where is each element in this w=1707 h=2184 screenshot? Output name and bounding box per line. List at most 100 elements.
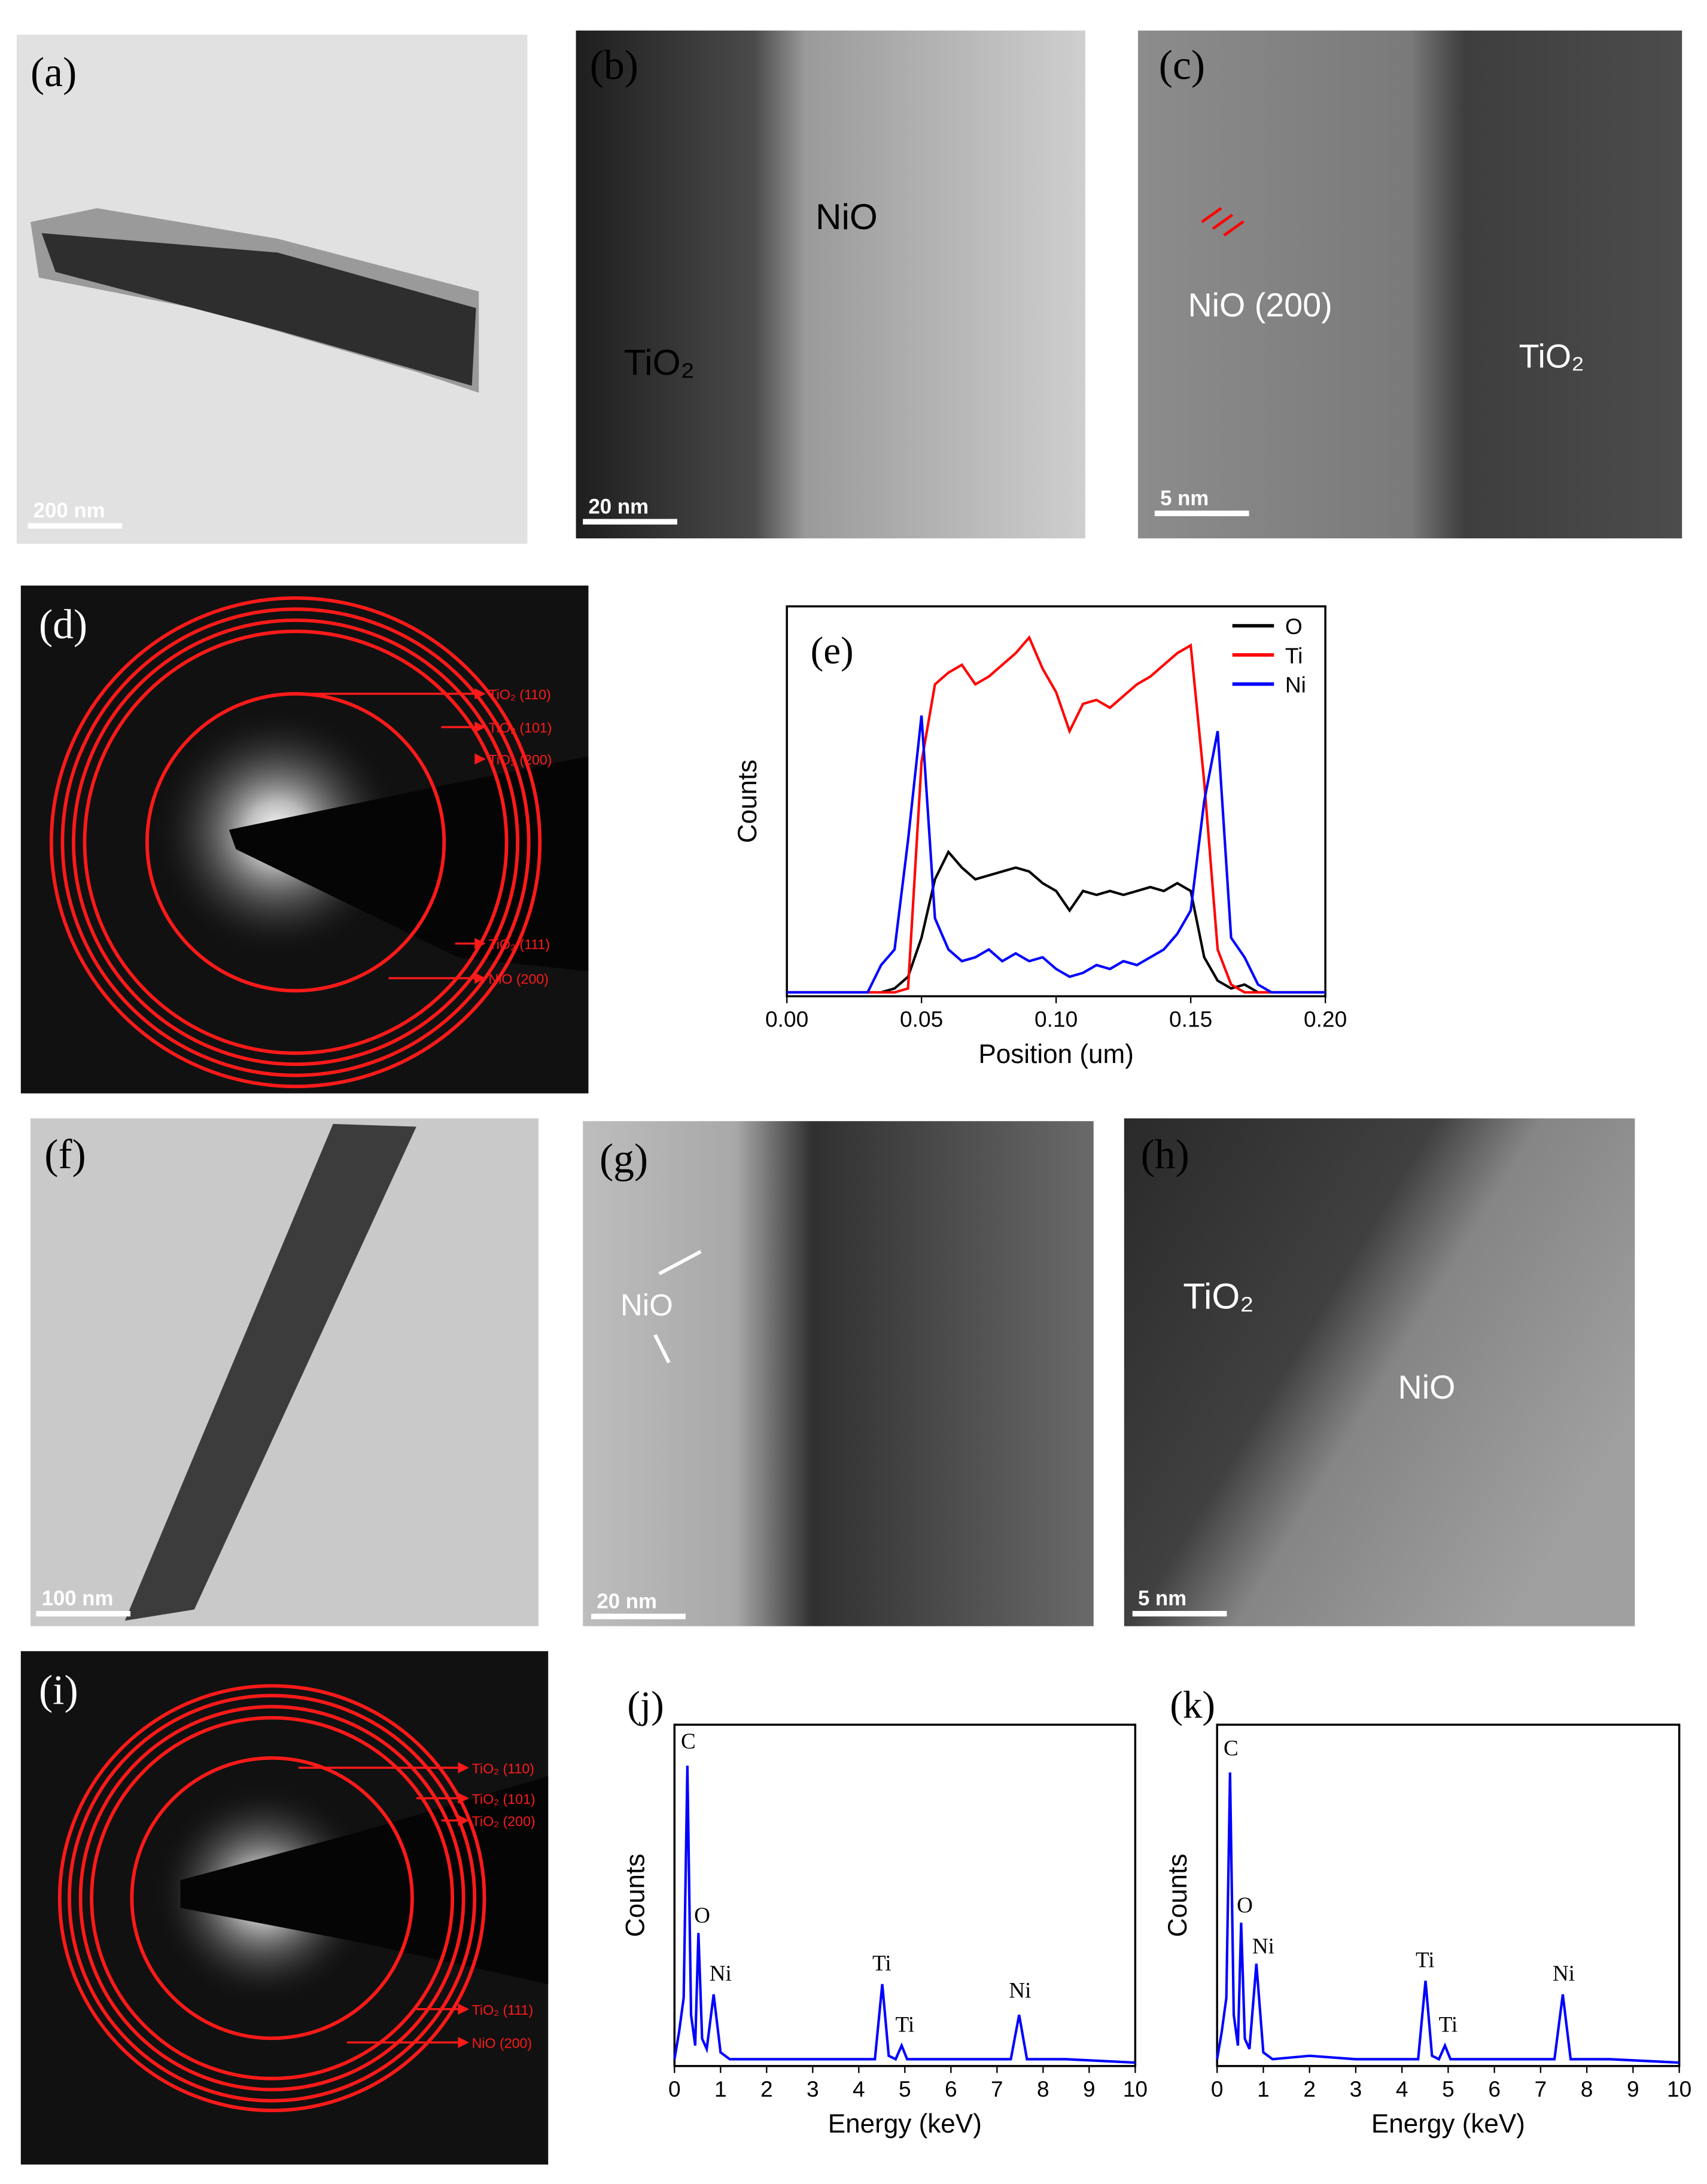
data-line — [787, 715, 1326, 994]
arrow-head — [474, 753, 486, 765]
peak-label: Ni — [1009, 1979, 1031, 2003]
annotation: NiO — [620, 1288, 673, 1322]
peak-label: O — [1237, 1893, 1253, 1918]
beam-stop — [180, 1776, 549, 1984]
peak-label: C — [681, 1729, 696, 1754]
y-axis-label: Counts — [733, 760, 762, 843]
diffraction-ring — [60, 607, 531, 1077]
diffraction-ring — [68, 1693, 477, 2103]
peak-label: O — [694, 1903, 710, 1928]
x-axis-label: Energy (keV) — [828, 2109, 982, 2139]
scale-bar-label: 200 nm — [34, 499, 105, 522]
panel-label: (h) — [1141, 1132, 1189, 1178]
x-tick-label: 7 — [991, 2076, 1003, 2101]
x-tick-label: 6 — [1488, 2076, 1501, 2101]
legend-label: O — [1285, 614, 1303, 639]
x-tick-label: 4 — [1396, 2076, 1408, 2101]
diffraction-ring — [57, 1684, 486, 2112]
panel-label: (c) — [1159, 42, 1205, 89]
peak-label: Ti — [1416, 1948, 1435, 1972]
annotation: TiO₂ — [1519, 338, 1584, 375]
x-tick-label: 5 — [1442, 2076, 1455, 2101]
lattice-mark — [1212, 214, 1234, 230]
arrow-head — [458, 2003, 469, 2015]
peak-label: Ni — [710, 1961, 732, 1986]
scale-bar-label: 5 nm — [1138, 1588, 1186, 1610]
ring-label: NiO (200) — [472, 2036, 533, 2051]
ring-label: TiO₂ (110) — [472, 1760, 534, 1776]
data-line — [787, 849, 1326, 994]
arrow-head — [474, 688, 486, 700]
x-tick-label: 0.10 — [1034, 1006, 1078, 1031]
ring-label: TiO₂ (111) — [472, 2002, 534, 2018]
panel-label: (g) — [600, 1136, 648, 1182]
legend-label: Ni — [1285, 672, 1306, 697]
peak-label: Ti — [895, 2013, 914, 2037]
ring-label: TiO₂ (101) — [472, 1791, 535, 1807]
panel-label: (i) — [39, 1667, 78, 1713]
x-axis-label: Position (um) — [978, 1040, 1134, 1069]
peak-label: Ni — [1252, 1934, 1274, 1958]
image-b — [576, 31, 1085, 539]
arrow — [658, 1250, 702, 1275]
lattice-mark — [1223, 220, 1245, 237]
annotation: NiO — [816, 196, 878, 237]
annotation: NiO — [1398, 1369, 1456, 1406]
ring-label: TiO₂ (111) — [488, 937, 550, 952]
peak-label: Ni — [1553, 1961, 1575, 1986]
ring-label: TiO₂ (110) — [488, 687, 550, 702]
x-tick-label: 3 — [807, 2076, 819, 2101]
arrow-head — [474, 721, 486, 733]
x-tick-label: 7 — [1535, 2076, 1547, 2101]
x-tick-label: 0.05 — [900, 1006, 943, 1031]
x-tick-label: 5 — [899, 2076, 911, 2101]
x-tick-label: 10 — [1667, 2076, 1691, 2101]
image-h — [1124, 1118, 1635, 1626]
micrograph-images — [16, 31, 1682, 2165]
x-tick-label: 3 — [1350, 2076, 1362, 2101]
arrow-head — [474, 938, 486, 949]
scale-bar-label: 100 nm — [42, 1588, 114, 1610]
annotation: NiO (200) — [1188, 287, 1332, 324]
diffraction-ring — [83, 629, 509, 1055]
x-tick-label: 1 — [1257, 2076, 1270, 2101]
panel-label: (j) — [627, 1684, 664, 1727]
data-line — [1216, 1772, 1679, 2064]
panel-label: (k) — [1170, 1684, 1215, 1727]
x-tick-label: 8 — [1037, 2076, 1049, 2101]
x-tick-label: 2 — [760, 2076, 773, 2101]
x-tick-label: 0.20 — [1304, 1006, 1347, 1031]
arrow-head — [458, 2037, 469, 2048]
data-line — [673, 1765, 1136, 2064]
x-tick-label: 9 — [1083, 2076, 1096, 2101]
diffraction-ring — [72, 618, 520, 1067]
annotation: TiO₂ — [624, 342, 695, 382]
x-tick-label: 0.15 — [1169, 1006, 1212, 1031]
rod — [124, 1123, 416, 1621]
data-line — [787, 635, 1326, 994]
rod-core — [41, 233, 476, 386]
peak-label: Ti — [872, 1951, 891, 1976]
ring-label: TiO₂ (101) — [488, 720, 552, 736]
panel-label: (f) — [44, 1132, 86, 1178]
x-tick-label: 0 — [1211, 2076, 1224, 2101]
x-axis-label: Energy (keV) — [1371, 2109, 1525, 2139]
x-tick-label: 8 — [1581, 2076, 1593, 2101]
diffraction-ring — [90, 1716, 455, 2081]
scale-bar-label: 5 nm — [1160, 487, 1209, 510]
beam-stop — [229, 756, 589, 971]
image-g — [583, 1121, 1094, 1626]
x-tick-label: 10 — [1123, 2076, 1148, 2101]
ring-label: TiO₂ (200) — [488, 752, 552, 767]
scale-bar-label: 20 nm — [588, 495, 649, 518]
x-tick-label: 4 — [853, 2076, 865, 2101]
ring-label: TiO₂ (200) — [472, 1814, 535, 1829]
peak-label: C — [1224, 1737, 1239, 1761]
panel-label: (e) — [811, 629, 854, 672]
diffraction-ring — [130, 1756, 414, 2040]
arrow-head — [458, 1814, 469, 1826]
panel-label: (a) — [31, 50, 77, 96]
x-tick-label: 0 — [668, 2076, 681, 2101]
image-c — [1138, 31, 1682, 539]
